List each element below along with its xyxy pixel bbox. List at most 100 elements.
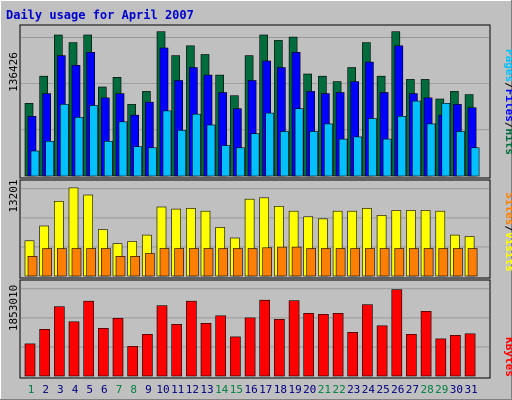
- day-label: 29: [435, 383, 448, 396]
- legend-hits: Hits: [503, 129, 512, 156]
- pages-bar: [192, 113, 201, 177]
- day-label: 16: [244, 383, 257, 396]
- sites-bar: [350, 248, 361, 277]
- day-label: 12: [186, 383, 199, 396]
- sites-bar: [262, 247, 273, 277]
- sites-bar: [218, 248, 228, 277]
- pages-bar: [324, 123, 333, 177]
- kbytes-bar: [68, 321, 80, 377]
- pages-bar: [59, 104, 69, 177]
- pages-bar: [426, 123, 436, 177]
- kbytes-bar: [83, 300, 94, 377]
- day-label: 5: [86, 383, 93, 396]
- day-label: 9: [145, 383, 152, 396]
- bars: [21, 288, 489, 377]
- pages-bar: [250, 133, 260, 177]
- kbytes-bar: [464, 333, 476, 377]
- pages-bar: [368, 118, 377, 177]
- chart-title: Daily usage for April 2007: [6, 8, 194, 22]
- kbytes-bar: [391, 289, 403, 377]
- pages-bar: [382, 138, 392, 177]
- day-label: 14: [215, 383, 229, 396]
- day-label: 1: [28, 383, 35, 396]
- day-label: 25: [376, 383, 389, 396]
- y-max-label: 136426: [7, 52, 20, 92]
- kbytes-bar: [24, 343, 36, 377]
- sites-bar: [27, 255, 38, 277]
- day-label: 24: [362, 383, 376, 396]
- pages-bar: [206, 124, 216, 177]
- legend-sites: Sites: [503, 192, 512, 225]
- sites-bar: [203, 248, 214, 277]
- pages-bar: [221, 145, 230, 177]
- kbytes-bar: [244, 317, 256, 377]
- day-label: 20: [303, 383, 316, 396]
- kbytes-bar: [156, 305, 168, 377]
- pages-bar: [104, 141, 113, 177]
- sites-bar: [453, 248, 463, 277]
- kbytes-bar: [332, 312, 344, 377]
- kbytes-bar: [215, 315, 226, 377]
- pages-bar: [133, 146, 142, 177]
- kbytes-bar: [98, 327, 109, 377]
- kbytes-bar: [376, 325, 388, 377]
- pages-bar: [89, 105, 98, 177]
- sites-bar: [159, 248, 170, 277]
- kbytes-bar: [450, 334, 461, 377]
- day-label: 3: [57, 383, 64, 396]
- sites-bar: [438, 248, 449, 277]
- day-label: 17: [259, 383, 272, 396]
- pages-bar: [162, 110, 172, 177]
- sites-bar: [56, 248, 67, 277]
- sites-bar: [115, 255, 126, 277]
- day-label: 23: [347, 383, 360, 396]
- pages-bar: [353, 136, 363, 177]
- kbytes-panel: 1853010 KBytes: [7, 279, 512, 379]
- sites-bar: [130, 255, 140, 277]
- kbytes-bar: [112, 317, 124, 377]
- day-label: 28: [420, 383, 433, 396]
- bars: [21, 31, 489, 177]
- sites-bar: [71, 248, 82, 277]
- visits-sites-panel: 13201 Sites/Visits: [7, 179, 512, 279]
- day-label: 8: [130, 383, 137, 396]
- sites-bar: [86, 248, 96, 277]
- kbytes-bar: [288, 300, 300, 377]
- sites-bar: [306, 248, 317, 277]
- kbytes-bar: [259, 299, 271, 377]
- day-label: 19: [288, 383, 301, 396]
- day-label: 26: [391, 383, 404, 396]
- kbytes-bar: [142, 333, 153, 377]
- kbytes-bar: [362, 304, 373, 377]
- bars: [21, 187, 489, 277]
- kbytes-bar: [127, 346, 138, 377]
- y-max-label: 13201: [7, 179, 20, 212]
- kbytes-bar: [318, 313, 329, 377]
- kbytes-bar: [230, 336, 241, 377]
- sites-bar: [467, 248, 478, 277]
- kbytes-bar: [171, 323, 182, 377]
- pages-bar: [412, 100, 421, 177]
- sites-bar: [365, 248, 375, 277]
- pages-bar: [45, 141, 55, 177]
- sites-bar: [335, 248, 346, 277]
- x-axis-day-labels: 1 2 3 4 5 6 7 8 9 10 11 12 13 14 15 16 17 18 19 20 21 22 23 24 2…: [28, 383, 478, 396]
- day-label: 15: [230, 383, 243, 396]
- day-label: 7: [116, 383, 123, 396]
- pages-bar: [280, 131, 289, 177]
- pages-bar: [470, 147, 480, 177]
- pages-bar: [294, 108, 304, 177]
- legend-pages: Pages: [503, 49, 512, 82]
- kbytes-bar: [274, 318, 285, 377]
- legend-visits: Visits: [503, 232, 512, 272]
- series-legend: Sites/Visits: [503, 192, 512, 272]
- pages-bar: [397, 116, 407, 177]
- day-label: 2: [42, 383, 49, 396]
- sites-bar: [189, 248, 199, 277]
- sites-bar: [233, 248, 243, 277]
- sites-bar: [423, 248, 434, 277]
- kbytes-bar: [39, 328, 51, 377]
- day-label: 4: [72, 383, 79, 396]
- sites-bar: [101, 248, 111, 277]
